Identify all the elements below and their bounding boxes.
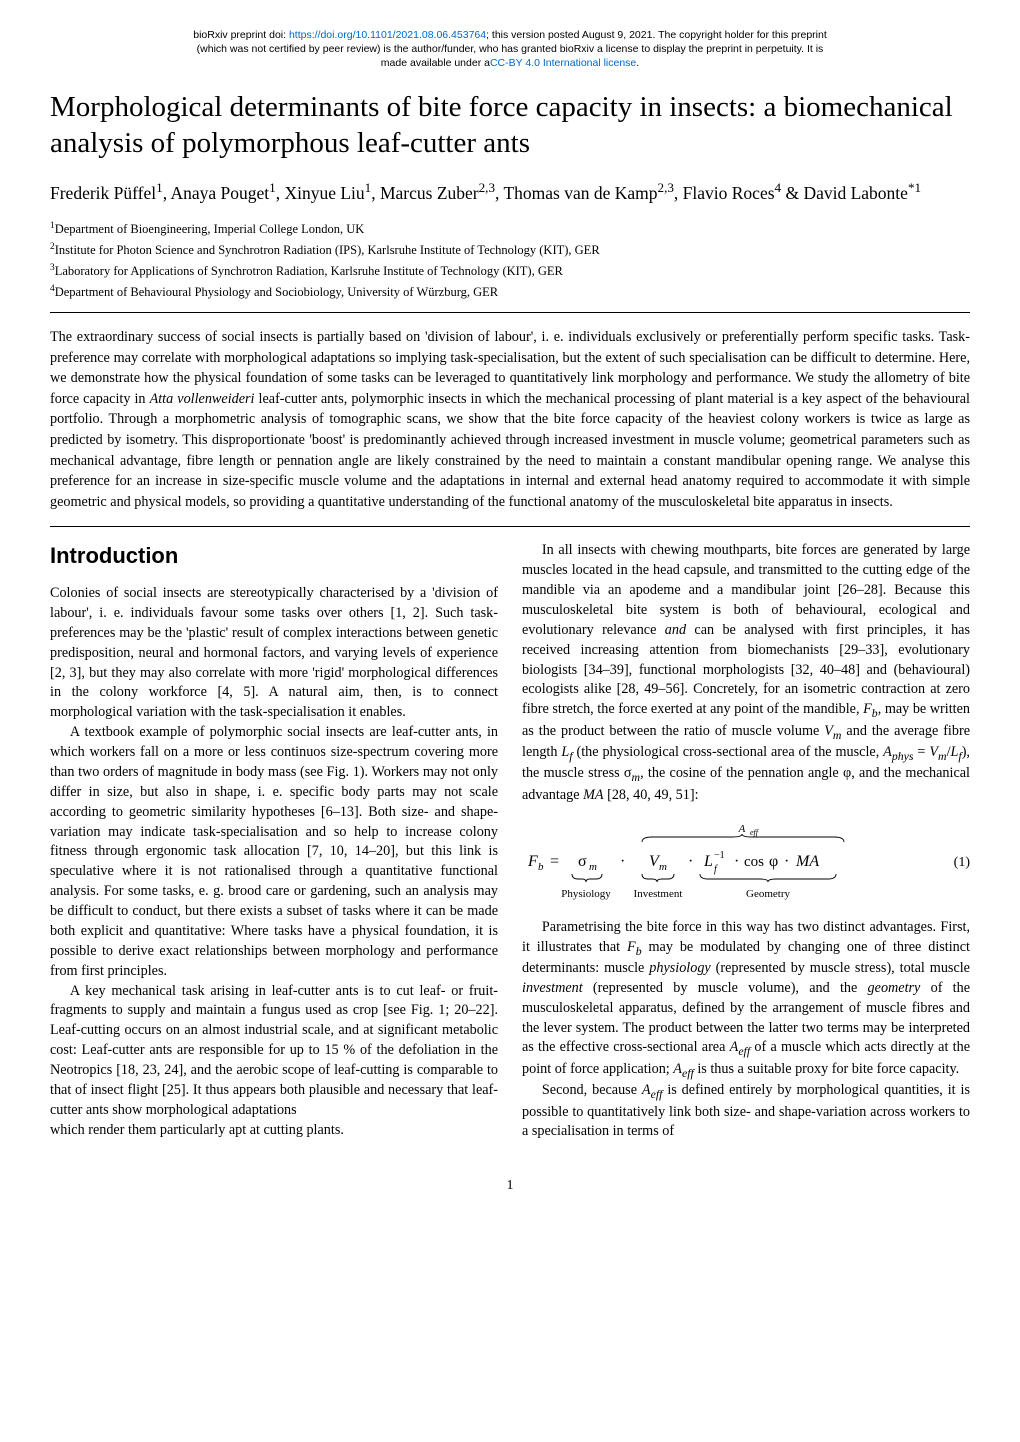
- para-3: A key mechanical task arising in leaf-cu…: [50, 982, 498, 1121]
- svg-text:φ: φ: [769, 853, 778, 870]
- svg-text:·: ·: [620, 853, 625, 870]
- para-7: Second, because Aeff is defined entirely…: [522, 1081, 970, 1142]
- svg-text:·: ·: [688, 853, 693, 870]
- svg-text:m: m: [589, 861, 597, 873]
- body-columns: Introduction Colonies of social insects …: [50, 541, 970, 1142]
- preprint-line2: (which was not certified by peer review)…: [197, 43, 824, 55]
- svg-text:·: ·: [784, 853, 789, 870]
- equation-svg: A eff F b = σ m Physiology · V m Investm…: [522, 820, 852, 906]
- preprint-line3-suffix: .: [636, 57, 639, 69]
- svg-text:b: b: [538, 861, 544, 873]
- equation-1: A eff F b = σ m Physiology · V m Investm…: [522, 820, 970, 906]
- affiliation-2: 2Institute for Photon Science and Synchr…: [50, 240, 970, 260]
- preprint-header: bioRxiv preprint doi: https://doi.org/10…: [50, 28, 970, 71]
- affiliation-3: 3Laboratory for Applications of Synchrot…: [50, 261, 970, 281]
- svg-text:L: L: [703, 853, 713, 870]
- svg-text:−1: −1: [714, 850, 725, 861]
- preprint-line1-suffix: ; this version posted August 9, 2021. Th…: [486, 29, 827, 41]
- para-2: A textbook example of polymorphic social…: [50, 723, 498, 981]
- svg-text:=: =: [550, 853, 559, 870]
- author-list: Frederik Püffel1, Anaya Pouget1, Xinyue …: [50, 179, 970, 205]
- svg-text:MA: MA: [795, 853, 819, 870]
- doi-link[interactable]: https://doi.org/10.1101/2021.08.06.45376…: [289, 29, 486, 41]
- page-number: 1: [50, 1178, 970, 1194]
- para-5: In all insects with chewing mouthparts, …: [522, 541, 970, 805]
- equation-number: (1): [954, 853, 970, 873]
- svg-text:eff: eff: [750, 828, 760, 837]
- rule-top: [50, 312, 970, 313]
- svg-text:σ: σ: [578, 853, 587, 870]
- para-6: Parametrising the bite force in this way…: [522, 918, 970, 1082]
- para-1: Colonies of social insects are stereotyp…: [50, 584, 498, 723]
- svg-text:·: ·: [734, 853, 739, 870]
- para-4: which render them particularly apt at cu…: [50, 1121, 498, 1141]
- license-link[interactable]: CC-BY 4.0 International license: [490, 57, 636, 69]
- svg-text:A: A: [738, 823, 746, 835]
- svg-text:cos: cos: [744, 854, 764, 870]
- svg-text:f: f: [714, 864, 718, 875]
- svg-text:F: F: [527, 853, 538, 870]
- svg-text:Geometry: Geometry: [746, 888, 790, 900]
- affiliation-4: 4Department of Behavioural Physiology an…: [50, 282, 970, 302]
- svg-text:Investment: Investment: [634, 888, 683, 900]
- svg-text:Physiology: Physiology: [561, 888, 611, 900]
- preprint-line1-prefix: bioRxiv preprint doi:: [193, 29, 289, 41]
- section-heading-introduction: Introduction: [50, 541, 498, 572]
- rule-bottom: [50, 526, 970, 527]
- affiliations: 1Department of Bioengineering, Imperial …: [50, 219, 970, 302]
- paper-title: Morphological determinants of bite force…: [50, 89, 970, 162]
- svg-text:m: m: [659, 861, 667, 873]
- preprint-line3-prefix: made available under a: [381, 57, 490, 69]
- affiliation-1: 1Department of Bioengineering, Imperial …: [50, 219, 970, 239]
- abstract: The extraordinary success of social inse…: [50, 321, 970, 518]
